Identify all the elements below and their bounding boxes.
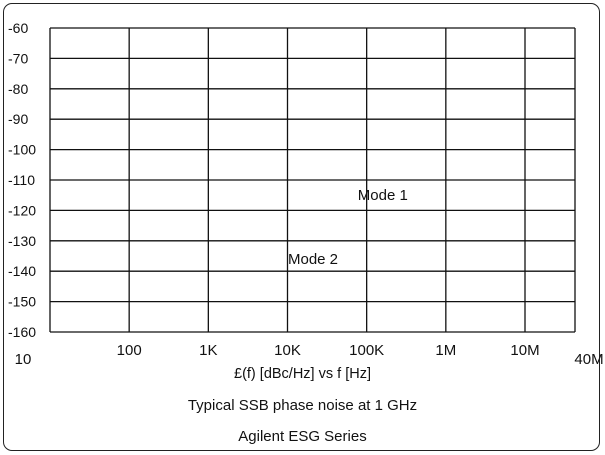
y-tick-label: -60	[8, 20, 28, 36]
chart-subtitle: Agilent ESG Series	[238, 428, 367, 445]
y-tick-label: -110	[8, 172, 35, 188]
chart-frame	[3, 3, 600, 451]
x-tick-label: 10	[15, 351, 32, 368]
chart-title: Typical SSB phase noise at 1 GHz	[187, 397, 418, 414]
grid	[49, 27, 576, 333]
x-tick-label: 1K	[199, 342, 217, 359]
y-tick-label: -130	[8, 233, 36, 249]
x-axis-title: £(f) [dBc/Hz] vs f [Hz]	[234, 366, 371, 382]
y-tick-labels: -60 -70 -80 -90 -100 -110 -120 -130 -140 -150 -160	[8, 20, 36, 340]
annotation-label: Mode 2	[288, 251, 338, 268]
x-tick-label: 40M	[574, 351, 603, 368]
annotation-label: Mode 1	[358, 187, 408, 204]
y-tick-label: -160	[8, 324, 36, 340]
x-tick-label: 1M	[435, 342, 456, 359]
x-tick-label: 10M	[510, 342, 539, 359]
x-tick-label: 100	[117, 342, 142, 359]
y-tick-label: -90	[8, 111, 28, 127]
y-tick-label: -100	[8, 142, 36, 158]
y-tick-label: -150	[8, 294, 36, 310]
x-tick-label: 100K	[349, 342, 384, 359]
y-tick-label: -120	[8, 202, 36, 218]
x-tick-labels: 10 100 1K 10K 100K 1M 10M 40M	[15, 342, 604, 368]
y-tick-label: -80	[8, 81, 28, 97]
y-tick-label: -70	[8, 50, 28, 66]
x-tick-label: 10K	[274, 342, 301, 359]
annotations: Mode 1 Mode 2	[288, 187, 408, 268]
y-tick-label: -140	[8, 263, 36, 279]
